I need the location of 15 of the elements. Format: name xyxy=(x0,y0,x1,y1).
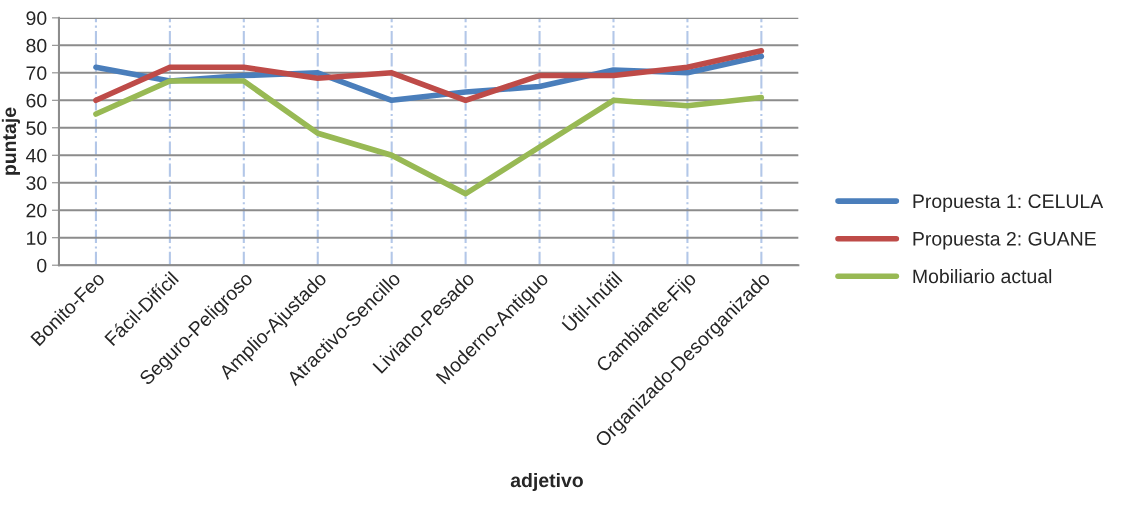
y-tick-label: 0 xyxy=(37,258,47,273)
y-tick-label: 40 xyxy=(25,148,47,163)
y-tick-label: 10 xyxy=(27,231,47,245)
legend-label: Propuesta 1: CELULA xyxy=(913,194,1104,212)
legend-label: Mobiliario actual xyxy=(913,268,1052,284)
y-tick-label: 20 xyxy=(26,203,47,218)
x-axis-title: adjetivo xyxy=(510,472,583,492)
y-tick-label: 80 xyxy=(26,38,47,53)
y-axis-title: puntaje xyxy=(1,107,20,175)
y-tick-label: 60 xyxy=(26,93,47,108)
y-tick-label: 50 xyxy=(26,121,47,136)
y-tick-label: 90 xyxy=(26,11,47,26)
y-tick-label: 30 xyxy=(26,176,47,190)
legend-label: Propuesta 2: GUANE xyxy=(913,231,1096,250)
y-tick-label: 70 xyxy=(26,66,47,81)
